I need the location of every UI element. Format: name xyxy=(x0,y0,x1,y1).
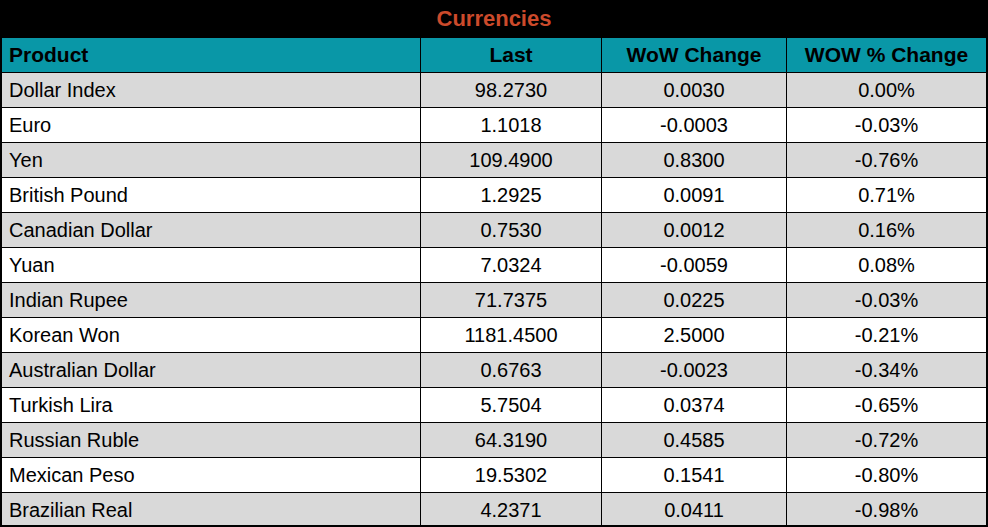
cell-wow-change[interactable]: 0.4585 xyxy=(601,423,786,457)
cell-product[interactable]: Canadian Dollar xyxy=(2,213,420,247)
cell-wow-pct-change[interactable]: -0.65% xyxy=(786,388,986,422)
cell-last[interactable]: 5.7504 xyxy=(420,388,601,422)
cell-product[interactable]: Yuan xyxy=(2,248,420,282)
table-row: British Pound 1.2925 0.0091 0.71% xyxy=(2,177,986,212)
cell-product[interactable]: Brazilian Real xyxy=(2,493,420,527)
table-row: Yuan 7.0324 -0.0059 0.08% xyxy=(2,247,986,282)
cell-wow-pct-change[interactable]: -0.34% xyxy=(786,353,986,387)
cell-wow-change[interactable]: 0.0374 xyxy=(601,388,786,422)
cell-wow-change[interactable]: 2.5000 xyxy=(601,318,786,352)
cell-wow-pct-change[interactable]: -0.21% xyxy=(786,318,986,352)
cell-last[interactable]: 1.2925 xyxy=(420,178,601,212)
header-wow-change[interactable]: WoW Change xyxy=(601,38,786,72)
cell-wow-change[interactable]: -0.0023 xyxy=(601,353,786,387)
table-header-row: Product Last WoW Change WOW % Change xyxy=(2,38,986,72)
cell-wow-change[interactable]: -0.0003 xyxy=(601,108,786,142)
cell-product[interactable]: Turkish Lira xyxy=(2,388,420,422)
cell-wow-change[interactable]: 0.8300 xyxy=(601,143,786,177)
table-row: Euro 1.1018 -0.0003 -0.03% xyxy=(2,107,986,142)
cell-last[interactable]: 7.0324 xyxy=(420,248,601,282)
cell-last[interactable]: 0.6763 xyxy=(420,353,601,387)
table-row: Mexican Peso 19.5302 0.1541 -0.80% xyxy=(2,457,986,492)
cell-wow-pct-change[interactable]: 0.16% xyxy=(786,213,986,247)
cell-last[interactable]: 71.7375 xyxy=(420,283,601,317)
cell-wow-pct-change[interactable]: -0.03% xyxy=(786,108,986,142)
cell-wow-pct-change[interactable]: 0.71% xyxy=(786,178,986,212)
cell-wow-pct-change[interactable]: -0.03% xyxy=(786,283,986,317)
cell-product[interactable]: Yen xyxy=(2,143,420,177)
cell-wow-pct-change[interactable]: 0.08% xyxy=(786,248,986,282)
cell-wow-pct-change[interactable]: 0.00% xyxy=(786,73,986,107)
cell-wow-change[interactable]: 0.0091 xyxy=(601,178,786,212)
cell-product[interactable]: Korean Won xyxy=(2,318,420,352)
table-row: Russian Ruble 64.3190 0.4585 -0.72% xyxy=(2,422,986,457)
table-row: Indian Rupee 71.7375 0.0225 -0.03% xyxy=(2,282,986,317)
cell-wow-pct-change[interactable]: -0.80% xyxy=(786,458,986,492)
cell-product[interactable]: Russian Ruble xyxy=(2,423,420,457)
currencies-table: Currencies Product Last WoW Change WOW %… xyxy=(0,0,988,527)
table-title: Currencies xyxy=(437,6,552,32)
table-row: Turkish Lira 5.7504 0.0374 -0.65% xyxy=(2,387,986,422)
table-row: Australian Dollar 0.6763 -0.0023 -0.34% xyxy=(2,352,986,387)
cell-wow-change[interactable]: 0.0225 xyxy=(601,283,786,317)
header-last[interactable]: Last xyxy=(420,38,601,72)
table-title-bar: Currencies xyxy=(2,0,986,38)
cell-last[interactable]: 1.1018 xyxy=(420,108,601,142)
cell-wow-change[interactable]: 0.0411 xyxy=(601,493,786,527)
table-row: Canadian Dollar 0.7530 0.0012 0.16% xyxy=(2,212,986,247)
cell-last[interactable]: 0.7530 xyxy=(420,213,601,247)
cell-wow-pct-change[interactable]: -0.76% xyxy=(786,143,986,177)
cell-last[interactable]: 19.5302 xyxy=(420,458,601,492)
table-row: Korean Won 1181.4500 2.5000 -0.21% xyxy=(2,317,986,352)
cell-wow-pct-change[interactable]: -0.72% xyxy=(786,423,986,457)
table-row: Brazilian Real 4.2371 0.0411 -0.98% xyxy=(2,492,986,527)
table-row: Dollar Index 98.2730 0.0030 0.00% xyxy=(2,72,986,107)
cell-last[interactable]: 1181.4500 xyxy=(420,318,601,352)
cell-last[interactable]: 4.2371 xyxy=(420,493,601,527)
cell-wow-change[interactable]: 0.0030 xyxy=(601,73,786,107)
cell-product[interactable]: Mexican Peso xyxy=(2,458,420,492)
cell-last[interactable]: 98.2730 xyxy=(420,73,601,107)
cell-product[interactable]: Indian Rupee xyxy=(2,283,420,317)
cell-product[interactable]: Euro xyxy=(2,108,420,142)
cell-wow-change[interactable]: 0.1541 xyxy=(601,458,786,492)
cell-last[interactable]: 64.3190 xyxy=(420,423,601,457)
cell-wow-change[interactable]: 0.0012 xyxy=(601,213,786,247)
cell-last[interactable]: 109.4900 xyxy=(420,143,601,177)
cell-product[interactable]: Australian Dollar xyxy=(2,353,420,387)
header-product[interactable]: Product xyxy=(2,38,420,72)
cell-wow-pct-change[interactable]: -0.98% xyxy=(786,493,986,527)
header-wow-pct-change[interactable]: WOW % Change xyxy=(786,38,986,72)
cell-product[interactable]: British Pound xyxy=(2,178,420,212)
table-row: Yen 109.4900 0.8300 -0.76% xyxy=(2,142,986,177)
cell-wow-change[interactable]: -0.0059 xyxy=(601,248,786,282)
cell-product[interactable]: Dollar Index xyxy=(2,73,420,107)
